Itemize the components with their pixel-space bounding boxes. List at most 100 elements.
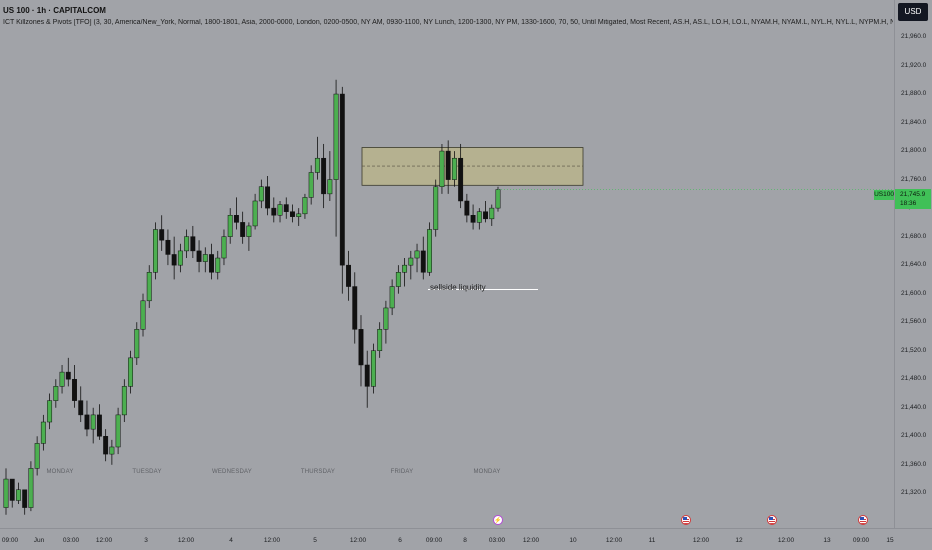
time-tick: 6	[398, 537, 402, 544]
day-label: MONDAY	[46, 469, 74, 475]
candle-body	[339, 93, 345, 266]
candle-body	[458, 157, 464, 202]
candle-body	[252, 200, 258, 227]
day-label: MONDAY	[473, 469, 501, 475]
candle-body	[233, 215, 239, 223]
candle-body	[115, 414, 121, 448]
time-tick: 12:00	[522, 537, 540, 544]
economic-event-icon[interactable]: ⚡	[493, 515, 503, 525]
price-tick: 21,320.0	[901, 489, 927, 496]
candle-body	[209, 254, 214, 273]
supply-zone	[361, 147, 584, 186]
candle-body	[408, 257, 414, 266]
candle-body	[258, 186, 264, 202]
candle-body	[314, 157, 320, 173]
candle-body	[389, 286, 395, 309]
candle-body	[78, 400, 84, 416]
candle-body	[240, 222, 246, 237]
candle-body	[414, 250, 420, 259]
day-label: THURSDAY	[300, 469, 336, 475]
candle-body	[277, 204, 283, 216]
candle-body	[84, 414, 90, 430]
candle-body	[433, 186, 439, 230]
time-tick: 12:00	[777, 537, 795, 544]
indicator-legend[interactable]: ICT Killzones & Pivots [TFO] (3, 30, Ame…	[3, 19, 893, 26]
candlestick-chart[interactable]	[0, 0, 894, 528]
candle-body	[59, 371, 65, 387]
symbol-title-text: US 100 · 1h · CAPITALCOM	[3, 6, 106, 15]
price-tick: 21,520.0	[901, 346, 927, 354]
candle-body	[221, 236, 227, 259]
time-tick: 12	[735, 537, 743, 544]
candle-body	[153, 229, 158, 273]
current-price: 21,745.9	[900, 191, 926, 198]
candle-body	[134, 329, 140, 359]
candle-body	[246, 225, 252, 237]
candle-body	[333, 93, 339, 180]
candle-body	[265, 186, 271, 209]
candle-body	[370, 350, 376, 387]
candle-body	[90, 414, 96, 430]
candle-body	[22, 489, 28, 508]
candle-body	[476, 211, 482, 223]
sellside-liquidity-label[interactable]: sellside liquidity	[430, 283, 486, 292]
price-tick: 21,400.0	[901, 432, 927, 439]
candle-body	[445, 150, 451, 180]
time-tick: 03:00	[62, 537, 80, 544]
time-tick: 5	[313, 537, 317, 544]
time-tick: 11	[648, 537, 656, 544]
time-tick: 8	[463, 537, 467, 544]
price-tick: 21,840.0	[901, 118, 927, 126]
price-tick: 21,760.0	[901, 175, 927, 183]
candle-body	[128, 357, 134, 387]
candle-body	[47, 400, 53, 423]
plot-area[interactable]: MONDAY TUESDAY WEDNESDAY THURSDAY FRIDAY MOND…	[0, 0, 894, 528]
price-tick: 21,920.0	[901, 61, 927, 69]
candle-body	[190, 236, 196, 252]
candle-body	[140, 300, 146, 330]
time-tick: 12:00	[692, 537, 710, 544]
time-axis[interactable]: 09:00 Jun 03:00 12:00 3 12:00 4 12:00 5 12:00 6 09:…	[0, 528, 932, 550]
time-tick: 09:00	[1, 537, 19, 544]
candle-body	[146, 272, 152, 302]
us-flag-icon[interactable]	[858, 515, 868, 525]
price-tick: 21,360.0	[901, 460, 927, 468]
time-tick: 15	[886, 537, 894, 544]
candle-body	[96, 414, 102, 437]
candle-body	[321, 157, 327, 195]
price-tick: 21,880.0	[901, 90, 927, 97]
price-tick: 21,480.0	[901, 375, 927, 382]
candle-body	[489, 207, 495, 220]
candle-body	[383, 307, 389, 330]
day-label: FRIDAY	[390, 469, 414, 475]
candle-body	[227, 215, 233, 237]
candle-body	[427, 229, 432, 273]
price-tick: 21,800.0	[901, 147, 927, 154]
candle-body	[377, 329, 383, 351]
price-tick: 21,600.0	[901, 289, 927, 297]
candle-body	[439, 150, 445, 187]
candle-body	[40, 421, 46, 444]
us-flag-icon[interactable]	[767, 515, 777, 525]
bar-countdown: 18:36	[900, 200, 917, 207]
candle-body	[352, 286, 358, 330]
price-axis[interactable]: 21,960.0 21,920.0 21,880.0 21,840.0 21,800.0…	[894, 0, 932, 528]
candle-body	[302, 197, 308, 215]
price-tick: 21,440.0	[901, 403, 927, 411]
candle-body	[327, 179, 333, 195]
candle-body	[121, 386, 127, 416]
current-price-tag: 21,745.9 18:36	[895, 189, 931, 209]
time-tick: 13	[823, 537, 831, 544]
symbol-title[interactable]: US 100 · 1h · CAPITALCOM	[3, 6, 106, 15]
candle-body	[271, 207, 277, 216]
day-label: WEDNESDAY	[211, 469, 253, 475]
price-tick: 21,640.0	[901, 261, 927, 268]
candle-body	[395, 272, 401, 287]
price-tick: 21,560.0	[901, 318, 927, 325]
candle-body	[34, 443, 40, 469]
us-flag-icon[interactable]	[681, 515, 691, 525]
currency-button[interactable]: USD	[898, 3, 928, 21]
candle-body	[215, 257, 221, 273]
candle-body	[103, 436, 109, 455]
symbol-price-tag: US100	[874, 190, 894, 200]
